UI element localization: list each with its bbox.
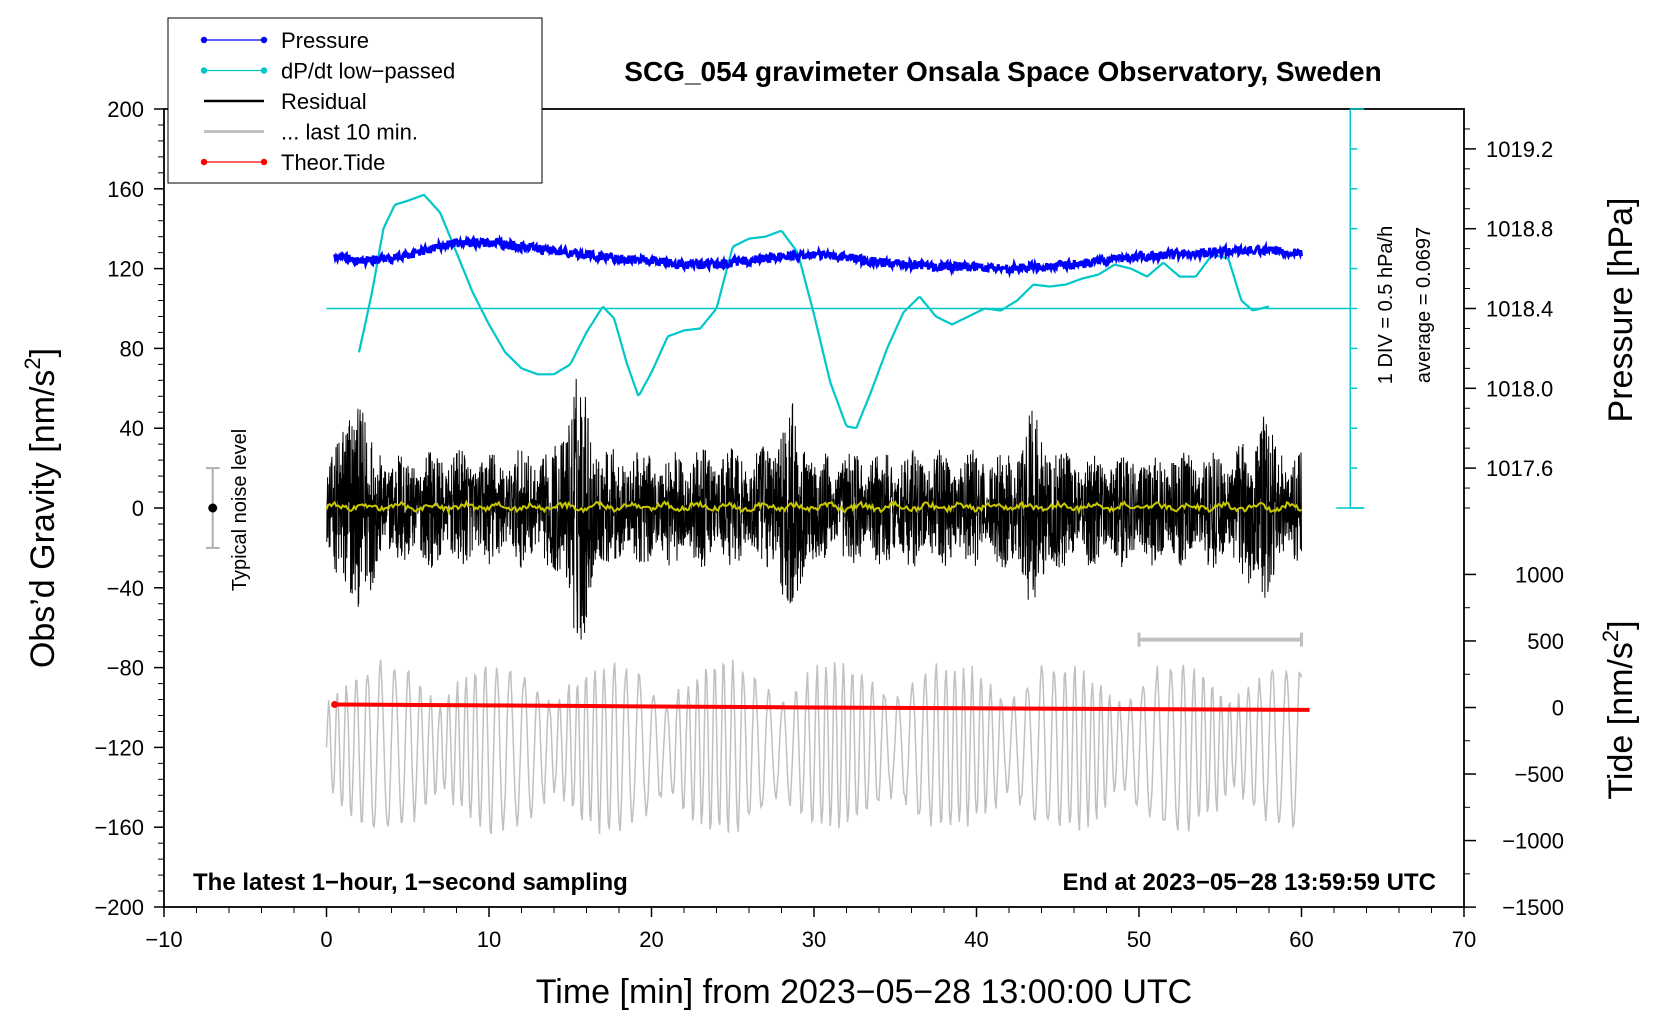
tide-tick-label: −1500 — [1502, 895, 1564, 920]
y-tick-label: 200 — [107, 97, 144, 122]
y-tick-label: −120 — [94, 735, 144, 760]
residual-line — [326, 378, 1302, 640]
legend-marker — [260, 67, 268, 74]
dpdt-average-label: average = 0.0697 — [1413, 227, 1435, 383]
x-tick-label: 60 — [1289, 927, 1313, 952]
legend-marker — [200, 36, 208, 44]
dpdt-div-label: 1 DIV = 0.5 hPa/h — [1375, 226, 1397, 384]
noise-center-dot — [208, 503, 218, 513]
tide-tick-label: 0 — [1552, 696, 1564, 721]
y-tick-label: 80 — [120, 336, 144, 361]
tide-tick-label: 1000 — [1515, 562, 1564, 587]
y-tick-label: 40 — [120, 416, 144, 441]
legend-label: Pressure — [281, 28, 369, 53]
y-axis-label-pressure: Pressure [hPa] — [1602, 198, 1640, 423]
tide-tick-label: 500 — [1527, 629, 1564, 654]
last-10-min-line — [325, 659, 1303, 835]
y-axis-label-tide: Tide [nm/s2] — [1598, 620, 1640, 799]
y-tick-label: 160 — [107, 177, 144, 202]
theor-tide-line — [334, 702, 1310, 712]
theor-tide-marker — [331, 701, 339, 709]
x-axis-label: Time [min] from 2023−05−28 13:00:00 UTC — [536, 973, 1192, 1011]
legend-label: Residual — [281, 89, 367, 114]
legend-marker — [260, 36, 268, 44]
pressure-line — [333, 234, 1303, 279]
pressure-tick-label: 1018.4 — [1486, 297, 1553, 322]
y-tick-label: −200 — [94, 895, 144, 920]
x-tick-label: 0 — [320, 927, 332, 952]
y-tick-label: −160 — [94, 815, 144, 840]
y-tick-label: −40 — [107, 576, 144, 601]
tide-tick-label: −500 — [1514, 762, 1564, 787]
pressure-tick-label: 1019.2 — [1486, 137, 1553, 162]
y-axis-label-gravity: Obs’d Gravity [nm/s2] — [20, 348, 62, 668]
legend-marker — [200, 67, 208, 74]
x-tick-label: 40 — [964, 927, 988, 952]
legend-marker — [260, 158, 268, 166]
x-tick-label: −10 — [145, 927, 182, 952]
pressure-tick-label: 1018.8 — [1486, 217, 1553, 242]
dpdt-line — [357, 193, 1270, 429]
chart-title: SCG_054 gravimeter Onsala Space Observat… — [624, 56, 1381, 87]
footer-left: The latest 1−hour, 1−second sampling — [193, 869, 628, 896]
x-tick-label: 20 — [639, 927, 663, 952]
y-tick-label: 0 — [132, 496, 144, 521]
x-tick-label: 30 — [802, 927, 826, 952]
x-tick-label: 50 — [1127, 927, 1151, 952]
legend-label: dP/dt low−passed — [281, 59, 455, 84]
footer-right: End at 2023−05−28 13:59:59 UTC — [1062, 869, 1436, 896]
legend-label: Theor.Tide — [281, 150, 385, 175]
y-tick-label: −80 — [107, 656, 144, 681]
noise-level-label: Typical noise level — [229, 429, 251, 591]
x-tick-label: 70 — [1452, 927, 1476, 952]
pressure-tick-label: 1018.0 — [1486, 376, 1553, 401]
x-tick-label: 10 — [477, 927, 501, 952]
y-tick-label: 120 — [107, 257, 144, 282]
residual-lowpassed-line — [325, 499, 1302, 515]
tide-tick-label: −1000 — [1502, 829, 1564, 854]
legend-marker — [200, 158, 208, 166]
legend-label: ... last 10 min. — [281, 120, 418, 145]
pressure-tick-label: 1017.6 — [1486, 456, 1553, 481]
legend: Pressure dP/dt low−passed Residual ... last… — [167, 17, 543, 184]
